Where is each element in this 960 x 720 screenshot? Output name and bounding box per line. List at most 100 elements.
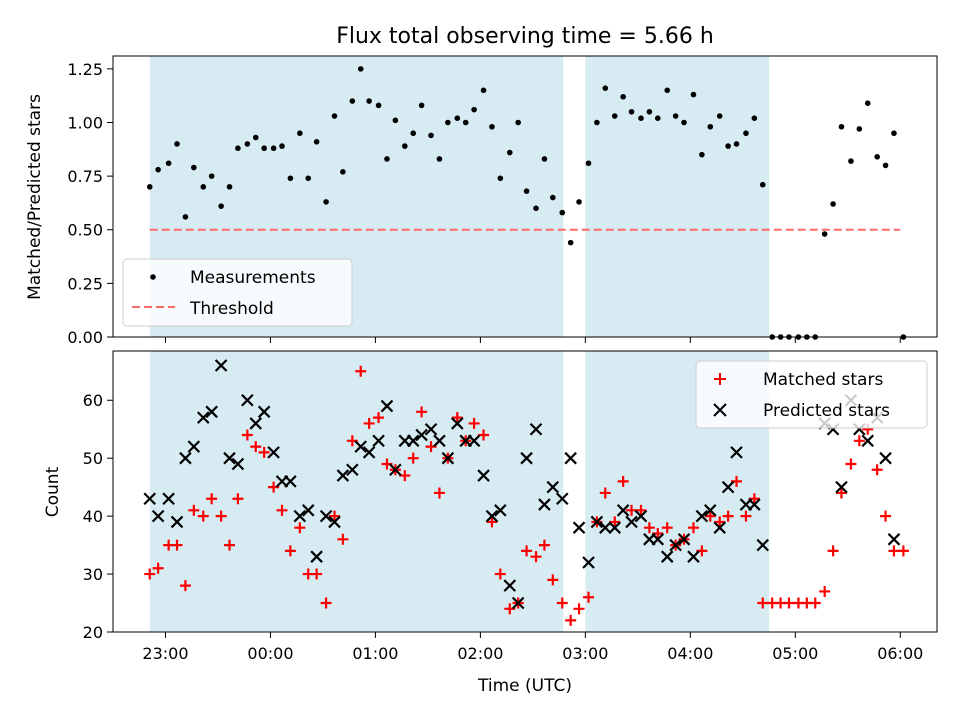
top-y-axis-label: Matched/Predicted stars	[25, 94, 45, 300]
matched-star-point	[451, 412, 463, 424]
predicted-star-point	[608, 521, 622, 534]
legend-measurements-label: Measurements	[190, 268, 316, 288]
measurement-point	[864, 100, 871, 106]
measurement-point	[681, 119, 687, 126]
predicted-star-point	[162, 492, 175, 506]
matched-star-point	[556, 597, 568, 609]
predicted-star-point	[301, 504, 315, 517]
predicted-star-point	[257, 405, 271, 419]
measurement-point	[638, 115, 644, 122]
measurement-point	[392, 117, 399, 124]
predicted-star-point	[336, 469, 350, 482]
predicted-star-point	[187, 440, 201, 453]
matched-star-point	[241, 429, 253, 441]
measurement-point	[313, 139, 320, 145]
predicted-star-point	[441, 451, 455, 465]
predicted-star-point	[861, 434, 874, 448]
matched-star-point	[258, 446, 270, 458]
predicted-star-point	[214, 359, 228, 372]
measurement-point	[410, 130, 417, 137]
predicted-star-point	[319, 509, 333, 523]
predicted-star-point	[485, 509, 499, 523]
predicted-star-point	[616, 504, 630, 517]
measurement-point	[244, 141, 251, 147]
predicted-star-point	[572, 521, 586, 534]
legend-measurements-marker	[150, 274, 156, 280]
measurement-point	[349, 98, 356, 104]
bottom-y-axis-label: Count	[43, 466, 63, 517]
predicted-star-point	[328, 515, 341, 529]
predicted-star-point	[695, 509, 709, 523]
measurement-point	[594, 119, 600, 126]
predicted-star-point	[529, 422, 543, 436]
predicted-star-point	[293, 509, 307, 523]
predicted-star-point	[634, 509, 648, 523]
y-tick-label: 0.75	[67, 167, 103, 186]
matched-star-point	[757, 597, 769, 609]
legend-predicted-label: Predicted stars	[763, 401, 890, 421]
predicted-star-point	[625, 515, 638, 529]
y-tick-label: 1.25	[67, 60, 103, 79]
bottom-legend: Matched stars Predicted stars	[695, 360, 928, 429]
bottom-legend-box	[695, 360, 928, 429]
predicted-star-point	[590, 515, 604, 529]
measurement-point	[533, 205, 539, 212]
matched-star-point	[206, 493, 218, 505]
matched-star-point	[635, 504, 647, 516]
matched-star-point	[478, 429, 490, 441]
predicted-star-point	[687, 550, 700, 563]
measurement-point	[454, 115, 461, 122]
predicted-star-point	[284, 475, 297, 488]
matched-star-point	[468, 417, 480, 429]
predicted-star-point	[249, 417, 263, 430]
measurement-point	[882, 162, 889, 169]
matched-star-point	[687, 522, 699, 534]
measurement-point	[218, 203, 224, 209]
measurement-point	[848, 158, 854, 164]
predicted-star-point	[267, 446, 280, 459]
predicted-star-point	[730, 446, 743, 459]
legend-predicted-marker	[713, 403, 727, 417]
measurement-point	[340, 169, 346, 175]
measurement-point	[402, 143, 408, 149]
measurement-point	[471, 106, 477, 113]
measurement-point	[384, 156, 390, 162]
predicted-star-point	[179, 451, 192, 465]
legend-threshold-label: Threshold	[189, 299, 274, 319]
measurement-point	[838, 123, 845, 130]
matched-star-point	[337, 533, 349, 545]
predicted-star-point	[362, 446, 376, 459]
matched-star-point	[871, 464, 883, 476]
measurement-point	[664, 87, 671, 94]
matched-star-point	[599, 487, 611, 499]
matched-star-point	[294, 522, 306, 534]
predicted-star-point	[713, 521, 726, 534]
matched-star-point	[888, 545, 900, 557]
predicted-star-point	[196, 411, 210, 424]
measurement-point	[541, 156, 548, 162]
x-tick-label: 03:00	[562, 644, 608, 663]
measurement-point	[716, 113, 723, 119]
predicted-star-point	[310, 550, 323, 563]
measurement-point	[567, 239, 574, 246]
predicted-star-point	[389, 463, 402, 477]
matched-star-point	[250, 441, 262, 453]
predicted-star-point	[677, 533, 691, 546]
measurement-point	[830, 201, 836, 207]
measurement-point	[759, 181, 766, 188]
measurement-point	[480, 87, 487, 94]
measurement-point	[208, 173, 215, 179]
measurement-point	[891, 130, 897, 137]
predicted-star-point	[879, 451, 892, 465]
measurement-point	[261, 145, 267, 152]
matched-star-point	[232, 493, 244, 505]
predicted-star-point	[835, 480, 848, 494]
measurement-point	[585, 160, 592, 167]
matched-star-point	[284, 545, 296, 557]
matched-star-point	[617, 475, 629, 487]
matched-star-point	[494, 568, 506, 580]
predicted-star-point	[660, 550, 674, 563]
measurement-point	[323, 199, 329, 205]
predicted-star-point	[651, 533, 665, 546]
matched-star-point	[152, 562, 164, 574]
